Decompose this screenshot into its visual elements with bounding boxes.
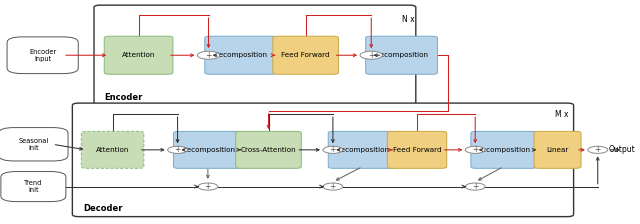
Text: Decomposition: Decomposition [335, 147, 390, 153]
FancyBboxPatch shape [7, 37, 78, 74]
Text: Seasonal
init: Seasonal init [19, 138, 49, 151]
Text: Cross-Attention: Cross-Attention [241, 147, 296, 153]
FancyBboxPatch shape [0, 128, 68, 161]
Circle shape [588, 146, 607, 153]
Text: Linear: Linear [547, 147, 569, 153]
FancyBboxPatch shape [94, 5, 416, 105]
FancyBboxPatch shape [387, 131, 447, 168]
FancyBboxPatch shape [72, 103, 573, 217]
FancyBboxPatch shape [173, 131, 242, 168]
Text: +: + [595, 145, 601, 154]
Text: Encoder: Encoder [104, 93, 143, 102]
Circle shape [198, 183, 218, 190]
Circle shape [465, 146, 485, 153]
Text: +: + [205, 51, 212, 60]
Text: Decomposition: Decomposition [214, 52, 268, 58]
Circle shape [197, 51, 220, 59]
FancyBboxPatch shape [1, 172, 66, 202]
Text: Decoder: Decoder [83, 204, 122, 213]
Text: Decomposition: Decomposition [181, 147, 235, 153]
Text: N x: N x [401, 15, 414, 24]
Circle shape [168, 146, 188, 153]
Text: +: + [368, 51, 374, 60]
Circle shape [323, 146, 343, 153]
Text: M x: M x [555, 110, 568, 119]
Text: Feed Forward: Feed Forward [282, 52, 330, 58]
FancyBboxPatch shape [365, 36, 438, 74]
Text: +: + [205, 182, 211, 191]
Text: +: + [472, 145, 478, 154]
Text: Attention: Attention [96, 147, 129, 153]
FancyBboxPatch shape [205, 36, 276, 74]
FancyBboxPatch shape [236, 131, 301, 168]
Text: +: + [330, 182, 336, 191]
Text: Encoder
Input: Encoder Input [29, 49, 56, 62]
Circle shape [360, 51, 382, 59]
FancyBboxPatch shape [471, 131, 536, 168]
Text: Output: Output [609, 145, 636, 154]
Text: Trend
init: Trend init [24, 180, 43, 193]
FancyBboxPatch shape [104, 36, 173, 74]
Circle shape [465, 183, 485, 190]
Text: +: + [330, 145, 336, 154]
FancyBboxPatch shape [328, 131, 397, 168]
FancyBboxPatch shape [273, 36, 339, 74]
Text: Attention: Attention [122, 52, 156, 58]
Text: Feed Forward: Feed Forward [393, 147, 442, 153]
Text: Decomposition: Decomposition [374, 52, 429, 58]
Circle shape [323, 183, 343, 190]
Text: Decomposition: Decomposition [477, 147, 531, 153]
Text: +: + [174, 145, 180, 154]
Text: +: + [472, 182, 478, 191]
FancyBboxPatch shape [534, 131, 581, 168]
FancyBboxPatch shape [81, 131, 144, 168]
